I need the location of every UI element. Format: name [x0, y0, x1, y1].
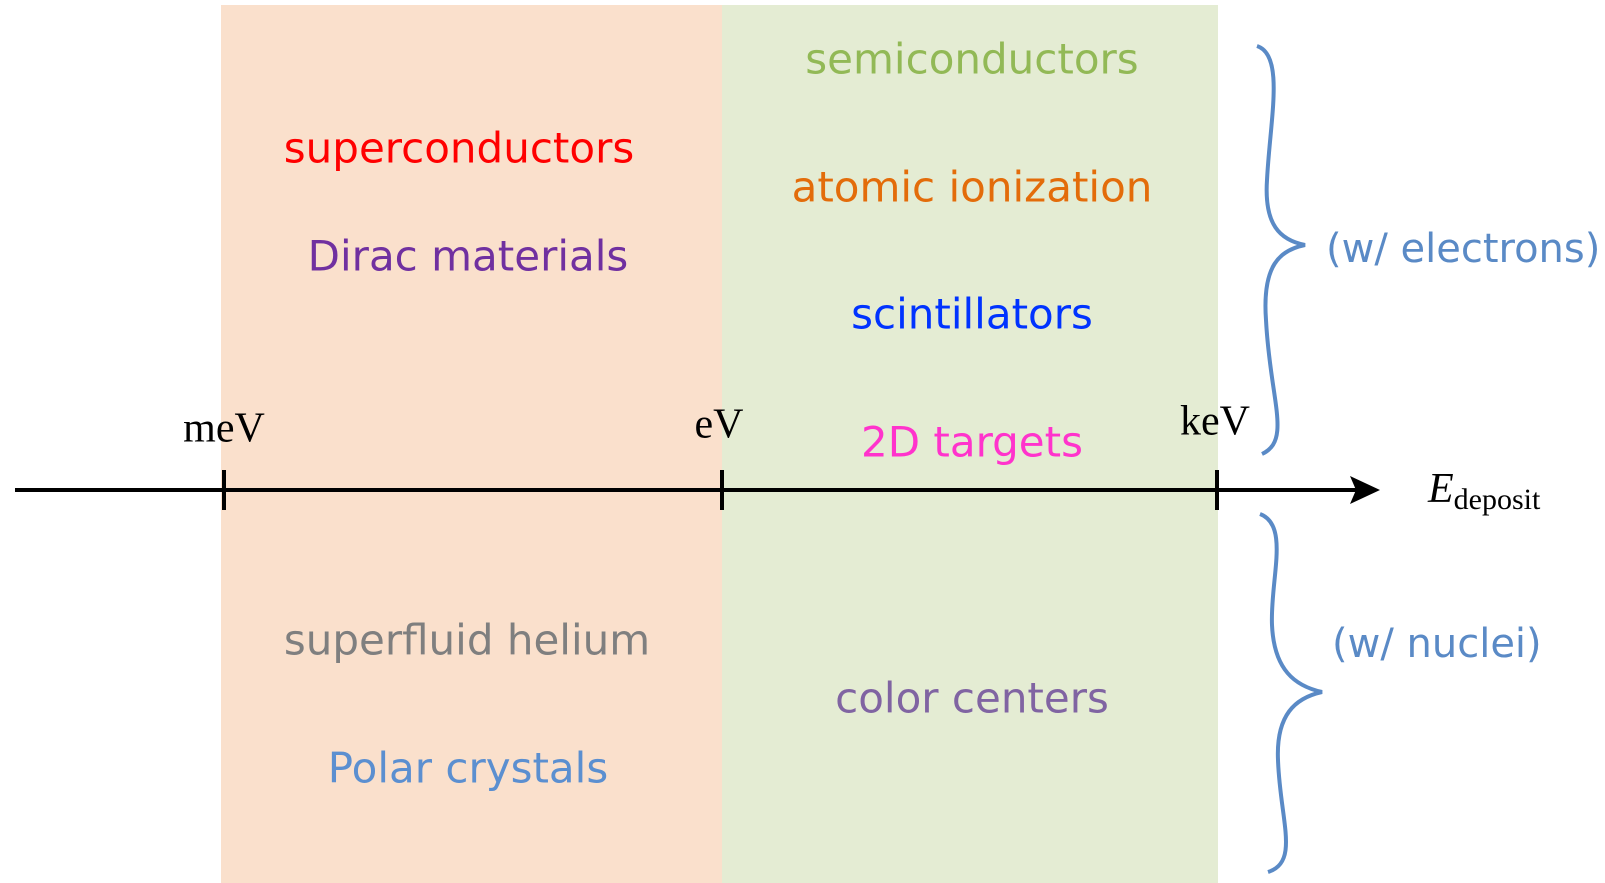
- region-label: semiconductors: [805, 35, 1138, 84]
- region-label: atomic ionization: [792, 163, 1153, 212]
- brace: [1256, 44, 1306, 456]
- region-label: Polar crystals: [328, 744, 608, 793]
- tick-label: meV: [183, 406, 265, 452]
- region-label: superconductors: [284, 124, 634, 173]
- axis-arrow: [1350, 476, 1380, 504]
- axis-label: Edeposit: [1427, 466, 1541, 516]
- region-label: scintillators: [851, 290, 1093, 339]
- low-energy-region: [221, 5, 722, 883]
- axis-label-subscript: deposit: [1454, 483, 1541, 516]
- brace-label: (w/ nuclei): [1332, 621, 1542, 667]
- region-label: color centers: [835, 674, 1109, 723]
- brace-label: (w/ electrons): [1326, 226, 1600, 272]
- high-energy-region: [722, 5, 1218, 883]
- region-label: 2D targets: [861, 418, 1083, 467]
- tick-label: eV: [695, 402, 744, 448]
- axis-label-main: E: [1427, 466, 1454, 512]
- brace: [1259, 512, 1323, 874]
- region-label: Dirac materials: [308, 232, 629, 281]
- tick-label: keV: [1180, 399, 1250, 445]
- region-label: superfluid helium: [284, 616, 650, 665]
